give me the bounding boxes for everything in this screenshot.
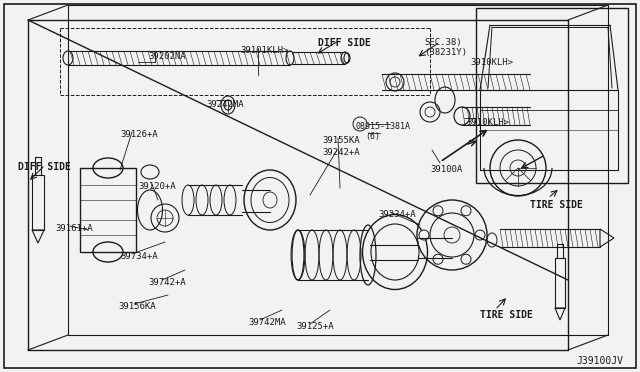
Text: 39242MA: 39242MA [206,100,244,109]
Text: SEC.38): SEC.38) [424,38,461,47]
Text: 39120+A: 39120+A [138,182,175,191]
Text: 3910KLH>: 3910KLH> [466,118,509,127]
Text: 39742MA: 39742MA [248,318,285,327]
Text: (6): (6) [365,132,380,141]
Text: TIRE SIDE: TIRE SIDE [530,200,583,210]
Text: 39161+A: 39161+A [55,224,93,233]
Text: 39242+A: 39242+A [322,148,360,157]
Bar [80,168,136,252]
Text: DIFF SIDE: DIFF SIDE [318,38,371,48]
Text: 39156KA: 39156KA [118,302,156,311]
Circle shape [433,254,443,264]
Circle shape [475,230,485,240]
Circle shape [461,206,471,216]
Text: 08915-1381A: 08915-1381A [356,122,411,131]
Text: DIFF SIDE: DIFF SIDE [18,162,71,172]
Text: 39742+A: 39742+A [148,278,186,287]
Text: 39101KLH>: 39101KLH> [240,46,289,55]
Text: 39155KA: 39155KA [322,136,360,145]
Text: 39734+A: 39734+A [120,252,157,261]
Circle shape [461,254,471,264]
Text: 3910KLH>: 3910KLH> [470,58,513,67]
Text: 39202NA: 39202NA [148,52,186,61]
Text: 39234+A: 39234+A [378,210,415,219]
Bar [476,8,628,183]
Circle shape [419,230,429,240]
Text: J39100JV: J39100JV [576,356,623,366]
Text: 39126+A: 39126+A [120,130,157,139]
Text: 39100A: 39100A [430,165,462,174]
Text: TIRE SIDE: TIRE SIDE [480,310,533,320]
Text: (38231Y): (38231Y) [424,48,467,57]
Text: 39125+A: 39125+A [296,322,333,331]
Circle shape [433,206,443,216]
